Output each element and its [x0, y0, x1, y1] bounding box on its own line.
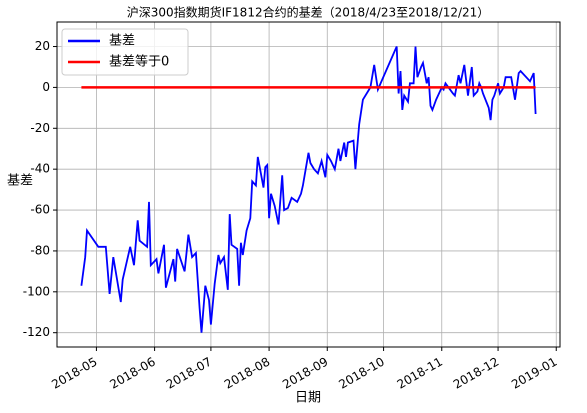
y-tick-label: -100: [23, 284, 50, 298]
y-tick-label: -40: [30, 162, 50, 176]
y-tick-label: 0: [42, 80, 50, 94]
y-tick-label: -60: [30, 203, 50, 217]
legend-label: 基差: [109, 34, 135, 49]
y-tick-label: 20: [35, 39, 50, 53]
y-tick-label: -20: [30, 121, 50, 135]
y-tick-label: -80: [30, 243, 50, 257]
series-line: [80, 46, 537, 333]
chart-title: 沪深300指数期货IF1812合约的基差（2018/4/23至2018/12/2…: [127, 5, 490, 20]
y-tick-label: -120: [23, 325, 50, 339]
x-axis-label: 日期: [295, 391, 321, 406]
plot-frame: [56, 21, 561, 348]
legend-label: 基差等于0: [109, 54, 169, 70]
y-axis-label: 基差: [7, 174, 33, 189]
